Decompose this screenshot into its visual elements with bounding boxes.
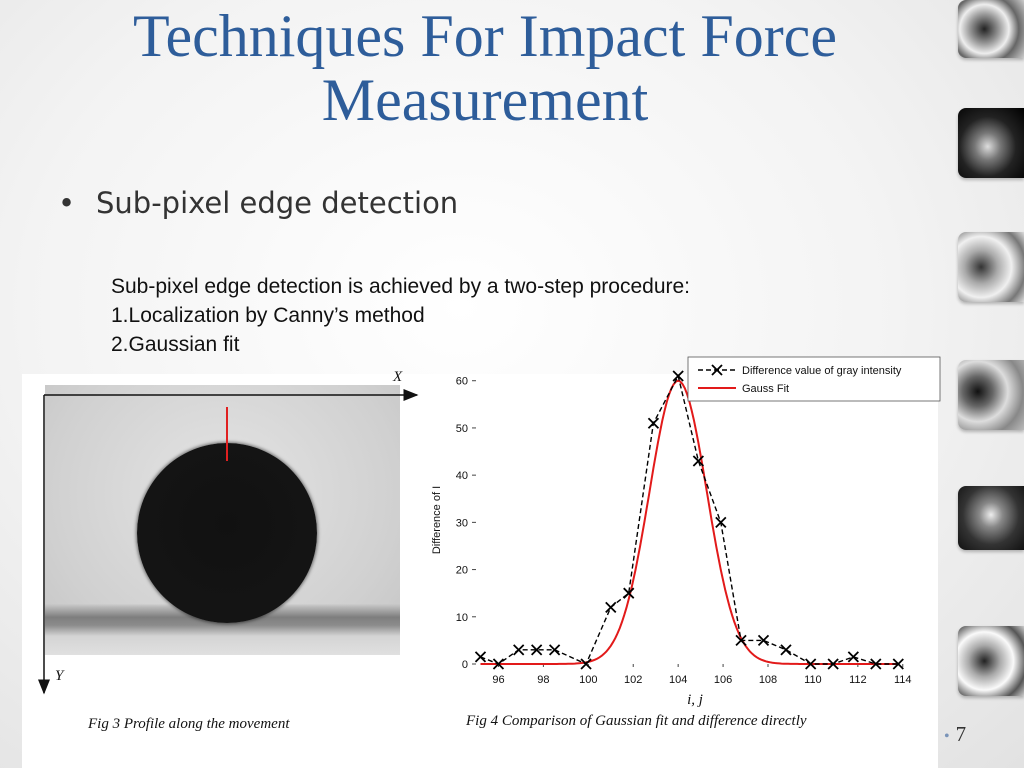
difference-point — [580, 658, 592, 670]
bullet-text: Sub-pixel edge detection — [96, 186, 459, 220]
difference-point — [605, 601, 617, 613]
chart-layer: 0 10 20 30 40 50 60 96 98 100 102 104 106 108 110 112 11… — [431, 356, 941, 708]
y-tick-label: 30 — [456, 517, 468, 529]
y-tick-label: 60 — [456, 376, 468, 388]
y-tick-label: 20 — [456, 565, 468, 577]
fig3-y-label: Y — [55, 668, 64, 684]
difference-point — [735, 634, 747, 647]
x-tick-label: 98 — [537, 674, 549, 686]
droplet — [137, 443, 317, 623]
page-number: • 7 — [944, 722, 966, 747]
difference-point — [623, 587, 635, 599]
description-line-1: Sub-pixel edge detection is achieved by … — [111, 275, 691, 298]
difference-point — [492, 658, 505, 670]
fig4-caption: Fig 4 Comparison of Gaussian fit and dif… — [466, 713, 807, 729]
swirl-cloud-image — [958, 0, 1024, 58]
difference-point — [892, 658, 904, 670]
x-axis-title: i, j — [687, 692, 703, 708]
gauss-fit-line — [480, 379, 899, 665]
bullet-dot: • — [58, 186, 76, 220]
difference-point — [531, 644, 543, 656]
x-tick-label: 100 — [579, 674, 597, 686]
difference-point — [805, 658, 817, 670]
fig3-caption: Fig 3 Profile along the movement — [88, 716, 290, 732]
x-tick-label: 108 — [759, 674, 777, 686]
difference-point — [692, 455, 705, 467]
y-tick-label: 0 — [462, 659, 468, 671]
description-line-3: 2.Gaussian fit — [111, 333, 240, 356]
y-axis-title: Difference of I — [431, 486, 443, 554]
difference-point — [715, 516, 727, 528]
x-tick-label: 104 — [669, 674, 687, 686]
y-tick-label: 50 — [456, 423, 468, 435]
droplet-photo — [45, 385, 400, 655]
difference-point — [474, 651, 487, 663]
x-tick-label: 96 — [492, 674, 504, 686]
description-block: Sub-pixel edge detection is achieved by … — [111, 272, 690, 359]
difference-point — [780, 644, 792, 656]
difference-point — [647, 417, 660, 429]
description-line-2: 1.Localization by Canny’s method — [111, 304, 425, 327]
legend-box — [687, 356, 941, 402]
page-number-text: 7 — [955, 722, 967, 746]
y-tick-label: 40 — [456, 470, 468, 482]
profile-line — [226, 407, 228, 461]
difference-point — [870, 658, 882, 670]
fig4-chart: 0 10 20 30 40 50 60 96 98 100 102 104 106 108 110 112 11… — [431, 356, 941, 708]
difference-point — [847, 651, 859, 663]
bullet-item: • Sub-pixel edge detection — [58, 186, 458, 220]
fig3-x-label: X — [393, 369, 403, 385]
difference-point — [548, 644, 561, 656]
difference-point — [757, 634, 770, 647]
hummingbird-image — [958, 108, 1024, 178]
difference-point — [513, 644, 525, 656]
x-tick-label: 112 — [849, 674, 867, 686]
slide-title: Techniques For Impact Force Measurement — [133, 3, 837, 133]
swirl-cloud-image — [958, 360, 1024, 430]
swirl-cloud-image — [958, 232, 1024, 302]
legend-label-difference: Difference value of gray intensity — [742, 365, 902, 377]
x-tick-label: 110 — [804, 674, 822, 686]
difference-point — [827, 658, 839, 670]
legend-label-gauss: Gauss Fit — [742, 383, 789, 395]
x-tick-label: 114 — [894, 674, 912, 686]
swirl-cloud-image — [958, 626, 1024, 696]
difference-point — [672, 370, 684, 382]
legend-marker-difference — [711, 364, 723, 376]
x-tick-label: 102 — [624, 674, 642, 686]
y-tick-label: 10 — [456, 612, 468, 624]
x-tick-label: 106 — [714, 674, 732, 686]
hummingbird-image — [958, 486, 1024, 550]
page-dot: • — [944, 728, 950, 745]
difference-line — [480, 374, 899, 665]
